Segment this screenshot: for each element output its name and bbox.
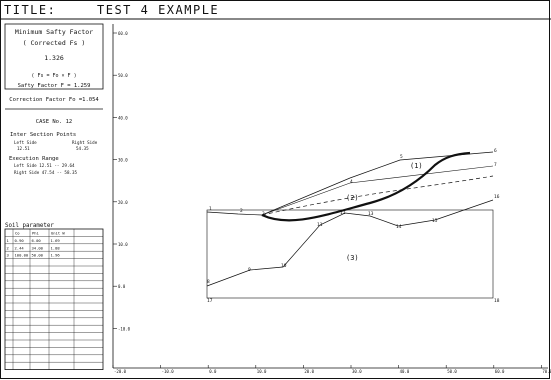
node-label: 4 <box>350 179 353 185</box>
soil-cell: 34.00 <box>32 245 44 250</box>
correction-factor-text: Correction Factor Fo =1.054 <box>9 97 99 103</box>
x-tick-label: 60.0 <box>495 369 505 374</box>
soil-header-cell: Phi <box>32 231 40 236</box>
title-label: TITLE: <box>4 3 56 17</box>
y-tick-label: 20.0 <box>118 200 128 205</box>
intersection-title: Inter Section Points <box>10 132 76 138</box>
x-tick-label: 0.0 <box>209 369 217 374</box>
plot-area: 60.050.040.030.020.010.00.0-10.0-20.0 -10… <box>112 24 551 374</box>
soil-cell: 1.88 <box>51 245 61 250</box>
x-tick-label: 20.0 <box>304 369 314 374</box>
node-label: 8 <box>207 279 210 285</box>
x-tick-label: 50.0 <box>447 369 457 374</box>
node-label: 18 <box>494 298 500 304</box>
corrected-fs-label: ( Corrected Fs ) <box>23 39 86 47</box>
node-label: 11 <box>317 222 323 228</box>
bedrock-line <box>206 199 494 287</box>
title-text: TEST 4 EXAMPLE <box>97 3 219 17</box>
node-label: 17 <box>207 298 213 304</box>
node-label: 6 <box>494 148 497 154</box>
x-tick-label: -10.0 <box>162 369 175 374</box>
soil-cell: 2.44 <box>15 245 25 250</box>
right-side-label: Right Side <box>72 140 98 145</box>
exec-range-title: Execution Range <box>9 156 59 162</box>
node-label: 3 <box>262 211 265 217</box>
node-label: 12 <box>340 210 346 216</box>
soil-cell: 1 <box>7 238 10 243</box>
y-tick-label: 30.0 <box>118 158 128 163</box>
node-label: 13 <box>368 211 374 217</box>
y-tick-label: 10.0 <box>118 242 128 247</box>
y-tick-label: 0.0 <box>118 284 126 289</box>
case-no-text: CASE No. 12 <box>36 119 72 125</box>
soil-cell: 100.00 <box>15 253 29 258</box>
min-safety-value: 1.326 <box>44 54 64 62</box>
soil-cell: 6.00 <box>32 238 42 243</box>
node-label: 15 <box>432 218 438 224</box>
left-range-text: Left Side 12.51 -- 29.64 <box>14 163 75 168</box>
region-label: (1) <box>410 162 423 170</box>
model-boundary <box>206 209 494 299</box>
soil-cell: 1.69 <box>51 238 61 243</box>
region-label: (2) <box>346 194 359 202</box>
ground-surface-line <box>206 151 494 216</box>
right-side-value: 54.35 <box>76 146 89 151</box>
x-tick-label: 70.0 <box>542 369 551 374</box>
y-tick-label: 40.0 <box>118 115 128 120</box>
soil-cell: 3 <box>7 253 9 258</box>
x-tick-label: 10.0 <box>257 369 267 374</box>
node-label: 14 <box>396 224 402 230</box>
soil-cell: 1.96 <box>51 253 61 258</box>
node-label: 10 <box>281 263 287 269</box>
node-label: 9 <box>248 267 251 273</box>
node-label: 2 <box>240 208 243 214</box>
y-tick-label: 50.0 <box>118 73 128 78</box>
soil-table: Co Phi Unit W 1 0.90 6.00 1.69 2 2.44 34.00 1.88 3 1… <box>4 228 104 371</box>
min-safety-box <box>4 23 104 90</box>
critical-slip-surface <box>261 151 471 222</box>
soil-cell: 0.90 <box>15 238 25 243</box>
soil-cell: 50.00 <box>32 253 44 258</box>
trial-slip-line <box>261 175 494 216</box>
safety-factor-text: Safty Factor F = 1.259 <box>18 83 91 89</box>
layer-boundary-line <box>261 165 494 216</box>
soil-header-cell: Unit W <box>51 231 65 236</box>
soil-header-cell: Co <box>15 231 20 236</box>
node-label: 5 <box>400 154 403 160</box>
node-label: 7 <box>494 162 497 168</box>
node-label: 1 <box>209 206 212 212</box>
y-tick-label: 60.0 <box>118 31 128 36</box>
x-tick-label: 40.0 <box>400 369 410 374</box>
min-safety-title: Minimum Safty Factor <box>15 28 93 36</box>
x-tick-label: -20.0 <box>114 369 127 374</box>
region-label: (3) <box>346 254 359 262</box>
soil-param-title: Soil parameter <box>5 223 54 229</box>
x-tick-label: 30.0 <box>352 369 362 374</box>
left-side-value: 12.51 <box>17 146 30 151</box>
left-side-label: Left Side <box>14 140 37 145</box>
node-label: 16 <box>494 194 500 200</box>
soil-cell: 2 <box>7 245 9 250</box>
y-tick-label: -10.0 <box>118 326 131 331</box>
right-range-text: Right Side 47.54 -- 58.35 <box>14 170 78 175</box>
formula-text: ( Fs = Fo × F ) <box>31 73 76 79</box>
